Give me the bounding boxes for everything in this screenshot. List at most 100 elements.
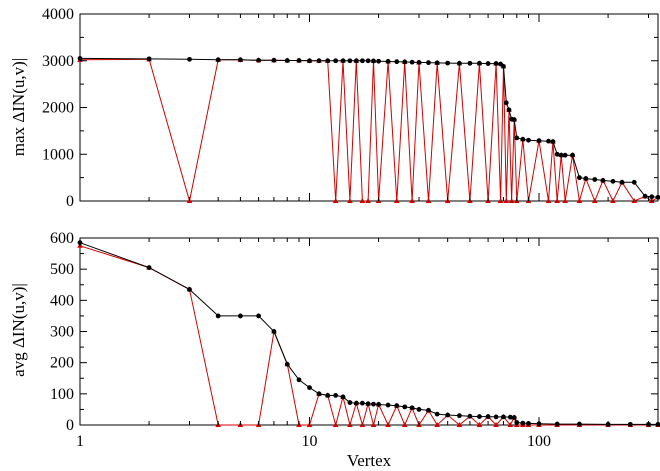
top-data-point-red xyxy=(554,198,560,203)
bottom-y-tick-label: 600 xyxy=(50,230,74,247)
top-data-point-black xyxy=(501,63,506,69)
top-data-point-black xyxy=(493,61,499,66)
bottom-data-point-black xyxy=(394,403,400,409)
x-tick-label: 1 xyxy=(76,433,84,450)
bottom-series-line-black xyxy=(79,242,658,425)
top-data-point-red xyxy=(425,198,432,203)
y-axis-title-bottom: avg ΔIN(u,v)| xyxy=(9,283,28,377)
bottom-data-point-black xyxy=(365,401,371,407)
bottom-data-point-black xyxy=(520,420,526,426)
top-data-point-red xyxy=(347,198,353,203)
plot-frame-bottom xyxy=(79,237,659,426)
top-data-point-black xyxy=(562,152,568,158)
bottom-data-point-black xyxy=(426,407,431,413)
top-data-point-black xyxy=(426,60,431,66)
top-data-point-red xyxy=(545,198,552,203)
bottom-data-point-black xyxy=(284,361,290,367)
top-y-tick-label: 2000 xyxy=(42,100,74,117)
top-data-point-black xyxy=(284,58,290,63)
top-data-point-black xyxy=(316,58,322,64)
bottom-data-point-red xyxy=(456,422,463,427)
top-data-point-black xyxy=(558,152,564,158)
top-data-point-black xyxy=(631,179,637,185)
top-data-point-red xyxy=(508,198,515,203)
top-data-point-black xyxy=(514,135,520,141)
bottom-data-point-red xyxy=(476,422,483,427)
top-data-point-black xyxy=(359,58,365,64)
top-data-point-black xyxy=(610,178,616,184)
x-tick-label: 10 xyxy=(302,433,318,450)
top-data-point-black xyxy=(554,151,560,157)
top-data-point-black xyxy=(445,60,451,66)
bottom-data-point-black xyxy=(409,405,415,411)
top-data-point-black xyxy=(340,58,346,64)
bottom-y-tick-label: 100 xyxy=(50,386,74,403)
top-data-point-black xyxy=(146,56,152,62)
top-data-point-black xyxy=(485,61,491,66)
bottom-data-point-black xyxy=(416,407,422,412)
bottom-data-point-red xyxy=(385,422,391,427)
bottom-data-point-black xyxy=(347,400,353,405)
bottom-data-point-black xyxy=(493,414,499,420)
top-data-point-red xyxy=(497,198,504,203)
top-data-point-black xyxy=(215,57,221,63)
bottom-data-point-red xyxy=(507,422,514,427)
bottom-y-tick-label: 500 xyxy=(50,261,74,278)
top-data-point-black xyxy=(583,176,589,181)
top-data-point-black xyxy=(409,59,415,65)
bottom-data-point-black xyxy=(511,415,517,420)
bottom-data-point-black xyxy=(359,400,365,406)
top-data-point-black xyxy=(467,60,473,66)
top-axes: 0 1000 2000 3000 4000 xyxy=(42,6,658,210)
top-data-point-black xyxy=(365,58,371,64)
top-data-point-red xyxy=(503,198,510,203)
top-data-point-black xyxy=(511,117,517,123)
x-axis-title: Vertex xyxy=(347,451,392,470)
bottom-y-tick-label: 400 xyxy=(50,292,74,309)
bottom-data-point-black xyxy=(333,392,339,398)
top-data-point-black xyxy=(619,179,625,185)
top-data-point-black xyxy=(477,60,482,66)
bottom-data-point-red xyxy=(434,422,440,427)
bottom-data-point-black xyxy=(434,411,440,417)
bottom-data-point-red xyxy=(347,422,353,427)
bottom-data-point-black xyxy=(477,414,482,419)
top-data-point-black xyxy=(333,58,339,64)
bottom-data-point-black xyxy=(376,402,381,407)
bottom-y-tick-label: 0 xyxy=(66,417,74,434)
top-data-point-red xyxy=(610,198,616,203)
bottom-data-point-red xyxy=(332,422,339,427)
top-y-tick-label: 1000 xyxy=(42,146,74,163)
top-data-point-red xyxy=(332,198,339,203)
top-data-point-red xyxy=(631,198,638,203)
panel-top: 0 1000 2000 3000 4000 max ΔIN(u,v)| xyxy=(9,6,660,210)
bottom-series-line-red xyxy=(79,245,658,427)
top-data-point-red xyxy=(359,198,366,203)
top-data-point-red xyxy=(576,198,583,203)
bottom-marks xyxy=(77,240,660,427)
bottom-data-point-black xyxy=(445,412,451,418)
bottom-data-point-black xyxy=(385,402,391,408)
bottom-data-point-black xyxy=(325,392,331,398)
top-data-point-red xyxy=(365,198,371,203)
bottom-data-point-black xyxy=(238,313,243,319)
top-data-point-black xyxy=(642,193,648,199)
top-data-point-black xyxy=(394,59,400,65)
top-data-point-black xyxy=(526,137,531,143)
top-data-point-black xyxy=(371,58,376,64)
bottom-y-tick-label: 300 xyxy=(50,324,74,341)
top-data-point-black xyxy=(307,58,312,64)
bottom-data-point-black xyxy=(402,404,408,410)
bottom-data-point-red xyxy=(493,422,499,427)
top-data-point-black xyxy=(506,107,512,113)
top-y-tick-label: 3000 xyxy=(42,53,74,70)
top-data-point-red xyxy=(409,198,415,203)
bottom-data-point-black xyxy=(296,377,302,383)
bottom-data-point-black xyxy=(577,421,582,427)
bottom-data-point-black xyxy=(316,391,322,397)
top-series-line-red xyxy=(79,58,659,203)
bottom-data-point-black xyxy=(256,313,261,319)
bottom-data-point-black xyxy=(187,287,192,292)
